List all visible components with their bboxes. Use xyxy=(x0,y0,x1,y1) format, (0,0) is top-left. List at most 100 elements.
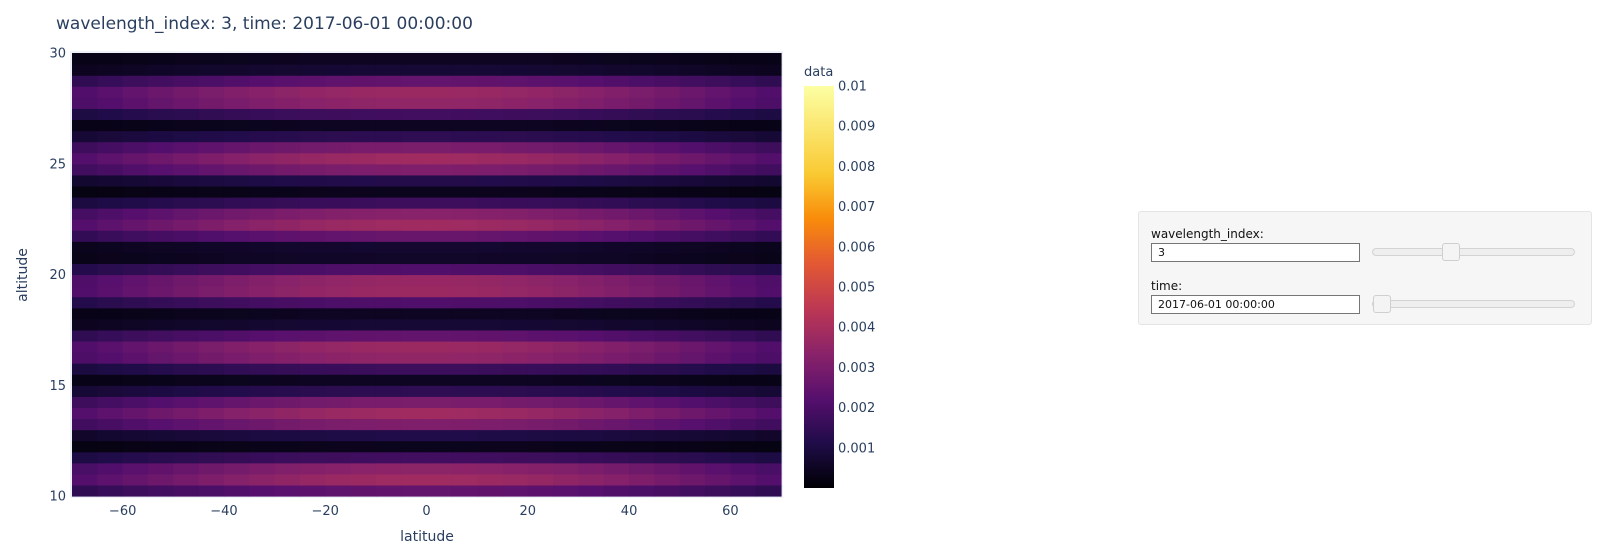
heatmap-cell xyxy=(502,352,529,364)
heatmap-cell xyxy=(274,363,301,375)
heatmap-cell xyxy=(401,407,428,420)
heatmap-cell xyxy=(502,252,529,265)
heatmap-cell xyxy=(223,185,250,198)
heatmap-cell xyxy=(426,484,453,497)
heatmap-cell xyxy=(401,274,428,287)
heatmap-cell xyxy=(679,429,706,442)
heatmap-cell xyxy=(173,152,200,165)
heatmap-cell xyxy=(350,274,377,287)
heatmap-cell xyxy=(730,119,757,132)
heatmap-cell xyxy=(426,296,453,309)
heatmap-cell xyxy=(122,230,149,242)
wavelength-index-input[interactable]: 3 xyxy=(1151,243,1360,262)
heatmap-cell xyxy=(679,374,706,386)
heatmap-cell xyxy=(173,230,200,242)
heatmap-cell xyxy=(705,163,731,176)
heatmap-cell xyxy=(375,307,402,320)
heatmap-cell xyxy=(451,230,478,242)
heatmap-cell xyxy=(274,241,301,253)
heatmap-cell xyxy=(325,75,352,87)
heatmap-cell xyxy=(198,241,225,253)
heatmap-cell xyxy=(654,274,681,287)
heatmap-cell xyxy=(173,174,200,187)
heatmap-cell xyxy=(325,473,352,486)
heatmap-cell xyxy=(679,86,706,98)
heatmap-cell xyxy=(654,440,681,453)
heatmap-cell xyxy=(553,363,580,375)
heatmap-cell xyxy=(198,329,225,342)
heatmap-cell xyxy=(375,163,402,176)
heatmap-cell xyxy=(97,352,124,364)
heatmap-cell xyxy=(173,296,200,309)
heatmap-cell xyxy=(629,108,655,121)
heatmap-cell xyxy=(223,307,250,320)
heatmap-cell xyxy=(249,418,276,431)
time-slider-thumb[interactable] xyxy=(1373,295,1391,313)
heatmap-cell xyxy=(502,451,529,464)
heatmap-cell xyxy=(375,451,402,464)
heatmap-cell xyxy=(350,64,377,76)
heatmap-cell xyxy=(477,429,504,442)
heatmap-cell xyxy=(629,407,655,420)
heatmap-cell xyxy=(578,473,605,486)
heatmap-cell xyxy=(173,385,200,397)
heatmap-cell xyxy=(72,285,98,298)
heatmap-cell xyxy=(755,163,782,176)
heatmap-cell xyxy=(603,196,630,209)
heatmap-cell xyxy=(502,75,529,87)
wavelength-index-slider[interactable] xyxy=(1372,243,1575,261)
heatmap-cell xyxy=(603,274,630,287)
heatmap-cell xyxy=(527,473,554,486)
time-slider[interactable] xyxy=(1372,295,1575,313)
heatmap-cell xyxy=(603,451,630,464)
heatmap-cell xyxy=(198,53,225,65)
heatmap-cell xyxy=(426,473,453,486)
heatmap-cell xyxy=(654,75,681,87)
heatmap-cell xyxy=(249,53,276,65)
heatmap-cell xyxy=(299,196,326,209)
heatmap-cell xyxy=(679,64,706,76)
heatmap-cell xyxy=(249,174,276,187)
heatmap-cell xyxy=(705,174,731,187)
heatmap-cell xyxy=(755,274,782,287)
heatmap-cell xyxy=(223,219,250,231)
heatmap-cell xyxy=(375,185,402,198)
heatmap-cell xyxy=(97,296,124,309)
heatmap-cell xyxy=(223,374,250,386)
heatmap-cell xyxy=(350,252,377,265)
y-tick-label: 20 xyxy=(49,268,66,283)
heatmap-cell xyxy=(97,374,124,386)
heatmap-cell xyxy=(122,462,149,475)
heatmap-cell xyxy=(173,75,200,87)
heatmap-cell xyxy=(325,418,352,431)
heatmap-cell xyxy=(451,352,478,364)
heatmap-cell xyxy=(299,329,326,342)
heatmap-cell xyxy=(705,285,731,298)
wavelength-index-slider-thumb[interactable] xyxy=(1442,243,1461,261)
heatmap-cell xyxy=(603,440,630,453)
time-input[interactable]: 2017-06-01 00:00:00 xyxy=(1151,295,1360,314)
heatmap-cell xyxy=(223,329,250,342)
heatmap-cell xyxy=(249,86,276,98)
heatmap-cell xyxy=(629,484,655,497)
heatmap-cell xyxy=(603,119,630,132)
heatmap-cell xyxy=(198,196,225,209)
heatmap-cell xyxy=(147,208,174,220)
heatmap-cell xyxy=(451,396,478,408)
heatmap-cell xyxy=(603,363,630,375)
heatmap-cell xyxy=(730,385,757,397)
heatmap-cell xyxy=(97,241,124,253)
heatmap-cell xyxy=(730,152,757,165)
heatmap-cell xyxy=(401,484,428,497)
heatmap-cell xyxy=(578,285,605,298)
heatmap-cell xyxy=(274,53,301,65)
heatmap-cell xyxy=(122,285,149,298)
heatmap-cell xyxy=(451,208,478,220)
heatmap-cell xyxy=(679,418,706,431)
heatmap-cell xyxy=(477,208,504,220)
heatmap-cell xyxy=(147,185,174,198)
heatmap-cell xyxy=(730,318,757,331)
heatmap-cell xyxy=(502,53,529,65)
heatmap-cell xyxy=(603,241,630,253)
y-tick-label: 25 xyxy=(49,157,66,172)
